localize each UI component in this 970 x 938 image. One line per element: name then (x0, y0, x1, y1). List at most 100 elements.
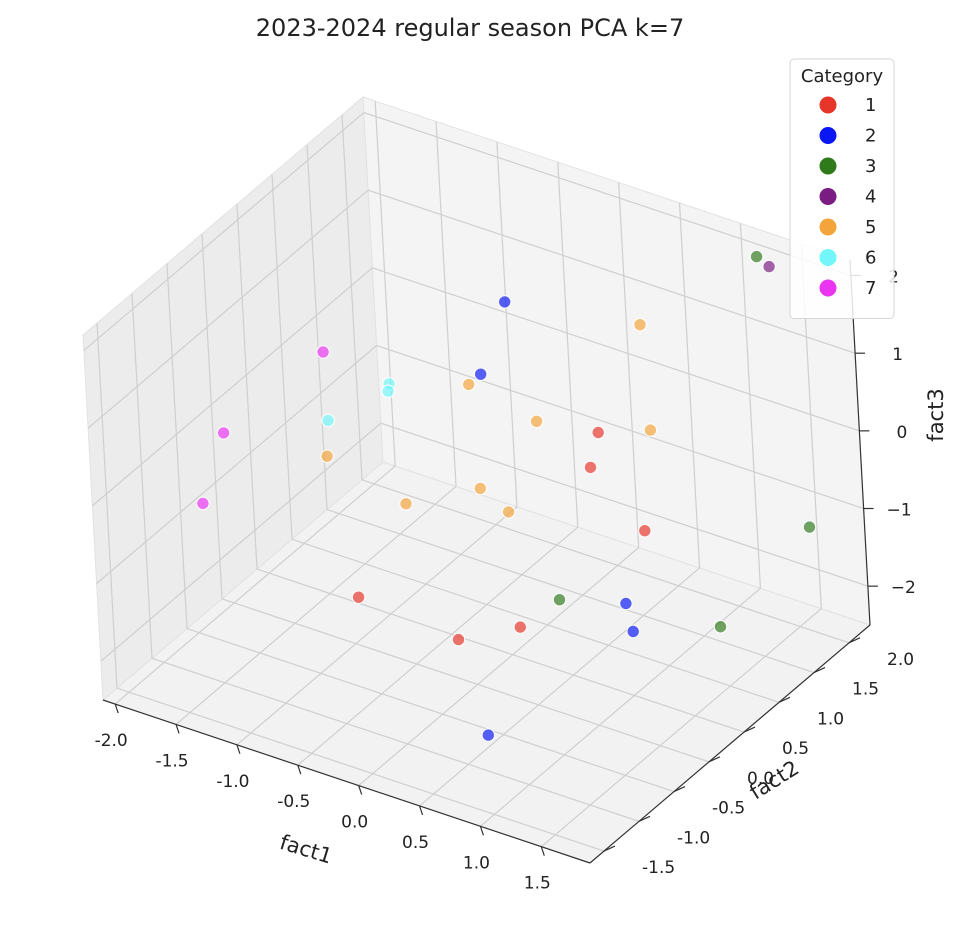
y-tick-mark (813, 667, 826, 674)
x-grid-floor (236, 506, 518, 746)
y-grid-floor (291, 538, 780, 703)
y-tick-label: -0.5 (712, 799, 745, 819)
z-grid-back (376, 344, 864, 510)
y-tick-mark (778, 696, 791, 703)
point-category-1 (638, 524, 652, 538)
point-category-6 (381, 384, 395, 398)
y-grid-left (236, 204, 258, 570)
axes-grid (83, 101, 869, 852)
point-category-6 (321, 413, 335, 428)
x-tick-mark (479, 826, 484, 836)
z-grid-back (363, 111, 852, 277)
point-category-5 (320, 449, 334, 463)
point-category-1 (451, 632, 466, 647)
axes-panes (82, 95, 871, 864)
point-category-3 (552, 593, 567, 607)
x-grid-back (739, 223, 762, 589)
legend-label: 6 (865, 248, 876, 269)
x-grid-back (435, 121, 457, 487)
point-category-3 (749, 249, 764, 264)
point-category-1 (591, 425, 605, 440)
z-axis-label: fact3 (924, 388, 948, 441)
y-tick-label: 1.5 (852, 680, 879, 700)
x-tick-label: 0.5 (402, 833, 429, 853)
y-grid-left (306, 144, 328, 510)
x-grid-floor (419, 567, 700, 807)
point-category-5 (399, 497, 413, 511)
y-tick-mark (673, 786, 686, 793)
y-grid-floor (361, 479, 850, 644)
point-category-2 (498, 295, 512, 309)
y-grid-floor (256, 568, 745, 733)
z-tick-label: −1 (887, 501, 912, 521)
legend-label: 4 (865, 187, 876, 208)
z-grid-back (372, 267, 860, 432)
x-grid-floor (297, 526, 579, 766)
point-category-1 (513, 620, 527, 634)
x-grid-back (557, 162, 579, 528)
point-category-3 (713, 620, 728, 634)
z-tick-label: 1 (892, 345, 903, 365)
x-grid-back (618, 182, 640, 548)
legend-title: Category (801, 66, 884, 87)
point-category-7 (196, 496, 210, 511)
z-grid-left (91, 267, 373, 507)
z-tick-label: −2 (891, 578, 916, 598)
axes-ticks: -2.0-1.5-1.0-0.50.00.51.01.5-1.5-1.0-0.5… (95, 259, 916, 894)
y-grid-floor (151, 657, 640, 822)
z-grid-left (83, 112, 365, 351)
point-category-7 (316, 345, 330, 359)
legend-marker (819, 96, 837, 114)
legend-marker (819, 218, 837, 236)
z-grid-back (380, 422, 869, 587)
y-grid-left (271, 174, 293, 540)
x-grid-floor (540, 608, 822, 848)
y-tick-label: 0.5 (782, 739, 809, 759)
y-grid-floor (326, 509, 815, 674)
y-grid-floor (116, 687, 605, 852)
legend-box (789, 58, 895, 319)
point-category-2 (481, 728, 495, 742)
scatter-points (196, 249, 817, 742)
x-grid-floor (175, 485, 457, 725)
point-category-5 (501, 505, 516, 519)
point-category-7 (216, 426, 231, 440)
legend-label: 3 (865, 156, 876, 177)
y-grid-left (166, 263, 188, 629)
y-grid-floor (186, 628, 675, 793)
x-tick-mark (114, 703, 119, 714)
point-category-3 (802, 520, 817, 534)
legend-label: 1 (865, 95, 876, 116)
y-tick-mark (708, 756, 721, 763)
point-category-2 (474, 367, 488, 381)
legend-marker (819, 127, 837, 144)
legend-marker (819, 188, 837, 205)
y-tick-label: 1.0 (817, 709, 844, 729)
legend: Category 1 2 3 4 5 6 7 (789, 58, 895, 319)
x-tick-label: -0.5 (277, 792, 310, 812)
x-tick-label: -1.0 (216, 772, 249, 792)
legend-label: 2 (865, 126, 876, 147)
z-grid-left (87, 189, 369, 429)
legend-label: 7 (865, 278, 876, 299)
z-grid-left (96, 345, 378, 584)
point-category-1 (583, 460, 598, 475)
y-tick-mark (848, 637, 861, 644)
legend-marker (819, 279, 837, 297)
x-grid-back (496, 141, 518, 507)
x-tick-mark (236, 744, 241, 755)
z-grid-back (367, 189, 856, 354)
x-tick-mark (418, 805, 424, 816)
x-tick-mark (297, 765, 302, 775)
x-tick-label: 1.5 (524, 874, 551, 894)
y-axis-line (589, 624, 871, 864)
x-axis-line (102, 699, 591, 864)
y-grid-floor (221, 598, 710, 763)
x-tick-mark (175, 724, 180, 734)
x-grid-floor (358, 547, 640, 787)
y-tick-label: -1.5 (642, 858, 675, 878)
y-tick-label: -1.0 (677, 828, 710, 848)
y-grid-left (96, 323, 118, 689)
point-category-2 (626, 624, 640, 639)
